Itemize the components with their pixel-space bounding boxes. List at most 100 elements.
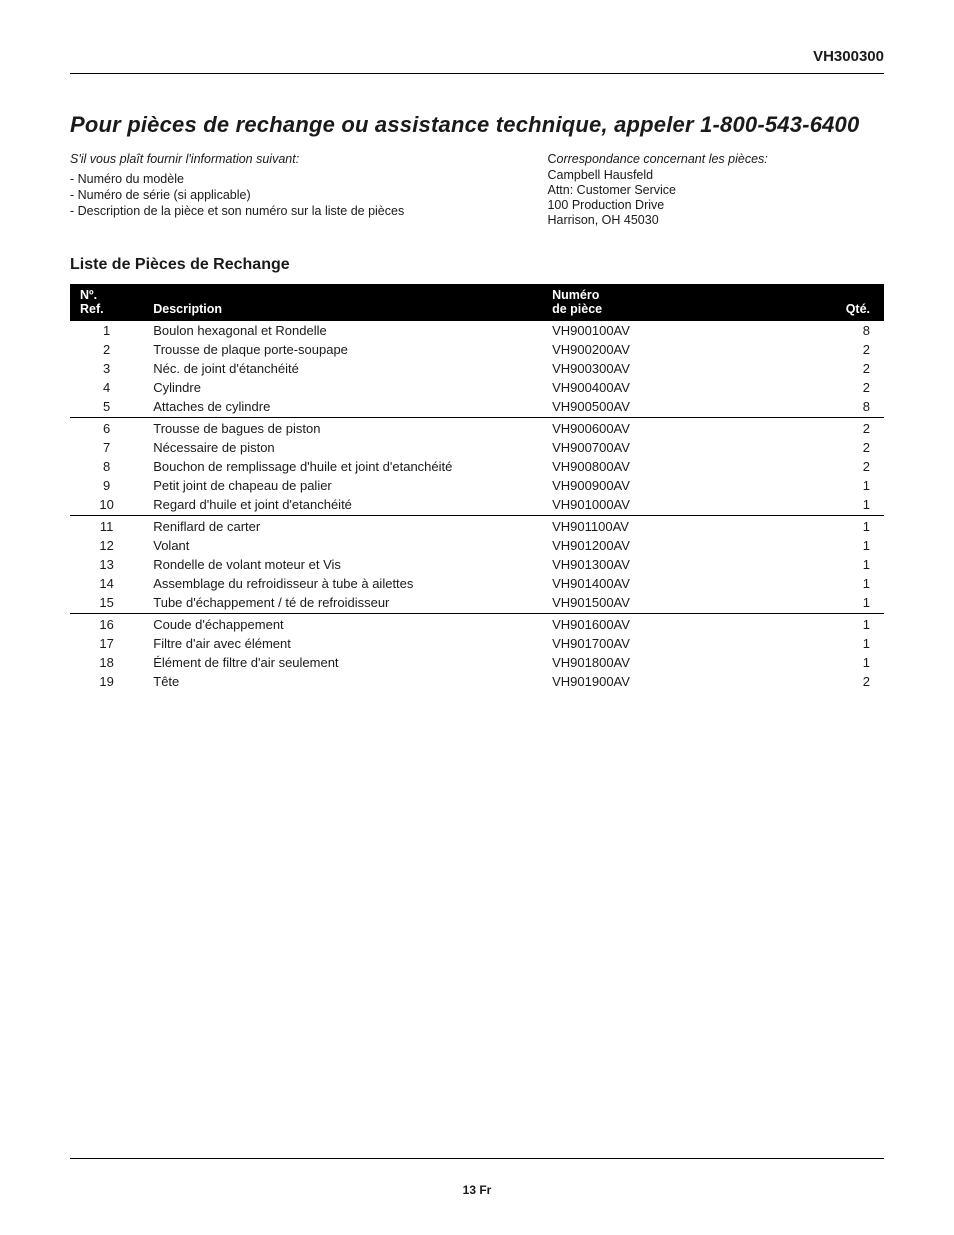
cell-description: Reniflard de carter [143,515,542,536]
col-description: Description [143,284,542,321]
cell-ref: 5 [70,397,143,418]
info-line: - Description de la pièce et son numéro … [70,204,507,218]
cell-qty: 1 [770,653,884,672]
cell-qty: 1 [770,515,884,536]
cell-part-number: VH901300AV [542,555,770,574]
table-row: 14Assemblage du refroidisseur à tube à a… [70,574,884,593]
cell-description: Cylindre [143,378,542,397]
cell-ref: 12 [70,536,143,555]
col-num-l2: de pièce [552,302,602,316]
cell-ref: 9 [70,476,143,495]
cell-qty: 2 [770,378,884,397]
cell-part-number: VH901200AV [542,536,770,555]
cell-description: Trousse de bagues de piston [143,417,542,438]
cell-part-number: VH900300AV [542,359,770,378]
address-line: Harrison, OH 45030 [547,213,884,227]
cell-part-number: VH900500AV [542,397,770,418]
cell-description: Regard d'huile et joint d'etanchéité [143,495,542,516]
cell-ref: 10 [70,495,143,516]
cell-ref: 19 [70,672,143,691]
cell-ref: 2 [70,340,143,359]
col-part-number: Numéro de pièce [542,284,770,321]
correspondence-block: Correspondance concernant les pièces: Ca… [547,152,884,228]
info-line: - Numéro du modèle [70,172,507,186]
col-ref-l2: Ref. [80,302,104,316]
cell-part-number: VH900800AV [542,457,770,476]
cell-description: Assemblage du refroidisseur à tube à ail… [143,574,542,593]
table-row: 7Nécessaire de pistonVH900700AV2 [70,438,884,457]
table-row: 4CylindreVH900400AV2 [70,378,884,397]
cell-qty: 2 [770,340,884,359]
table-row: 10Regard d'huile et joint d'etanchéitéVH… [70,495,884,516]
cell-description: Nécessaire de piston [143,438,542,457]
col-ref: Nº. Ref. [70,284,143,321]
cell-part-number: VH900700AV [542,438,770,457]
info-intro: S'il vous plaît fournir l'information su… [70,152,507,166]
table-row: 2Trousse de plaque porte-soupapeVH900200… [70,340,884,359]
correspondence-title: Correspondance concernant les pièces: [547,152,884,166]
correspondence-title-rest: orrespondance concernant les pièces: [557,152,768,166]
table-row: 11Reniflard de carterVH901100AV1 [70,515,884,536]
cell-ref: 13 [70,555,143,574]
cell-qty: 1 [770,593,884,614]
cell-qty: 1 [770,634,884,653]
table-row: 19TêteVH901900AV2 [70,672,884,691]
page: VH300300 Pour pièces de rechange ou assi… [0,0,954,1235]
table-row: 17Filtre d'air avec élémentVH901700AV1 [70,634,884,653]
cell-ref: 4 [70,378,143,397]
cell-description: Élément de filtre d'air seulement [143,653,542,672]
cell-description: Volant [143,536,542,555]
cell-ref: 11 [70,515,143,536]
cell-part-number: VH900100AV [542,321,770,340]
cell-description: Coude d'échappement [143,613,542,634]
cell-qty: 2 [770,417,884,438]
cell-description: Filtre d'air avec élément [143,634,542,653]
page-title: Pour pièces de rechange ou assistance te… [70,112,884,138]
cell-part-number: VH901600AV [542,613,770,634]
table-row: 1Boulon hexagonal et RondelleVH900100AV8 [70,321,884,340]
doc-model-header: VH300300 [70,48,884,74]
cell-description: Néc. de joint d'étanchéité [143,359,542,378]
cell-part-number: VH900200AV [542,340,770,359]
cell-description: Tube d'échappement / té de refroidisseur [143,593,542,614]
cell-ref: 7 [70,438,143,457]
cell-part-number: VH901500AV [542,593,770,614]
table-row: 9Petit joint de chapeau de palierVH90090… [70,476,884,495]
cell-qty: 1 [770,555,884,574]
col-qty: Qté. [770,284,884,321]
cell-part-number: VH901100AV [542,515,770,536]
cell-part-number: VH900900AV [542,476,770,495]
col-ref-l1: Nº. [80,288,97,302]
correspondence-title-prefix: C [547,152,556,166]
table-row: 12VolantVH901200AV1 [70,536,884,555]
cell-description: Bouchon de remplissage d'huile et joint … [143,457,542,476]
cell-qty: 2 [770,457,884,476]
cell-part-number: VH901900AV [542,672,770,691]
parts-table-body: 1Boulon hexagonal et RondelleVH900100AV8… [70,321,884,691]
table-header-row: Nº. Ref. Description Numéro de pièce Qté… [70,284,884,321]
cell-qty: 1 [770,574,884,593]
cell-part-number: VH900600AV [542,417,770,438]
cell-qty: 2 [770,438,884,457]
cell-ref: 18 [70,653,143,672]
cell-part-number: VH901000AV [542,495,770,516]
table-row: 15Tube d'échappement / té de refroidisse… [70,593,884,614]
cell-qty: 1 [770,613,884,634]
cell-qty: 1 [770,476,884,495]
table-row: 3Néc. de joint d'étanchéitéVH900300AV2 [70,359,884,378]
cell-qty: 1 [770,536,884,555]
parts-list-title: Liste de Pièces de Rechange [70,256,884,274]
table-row: 6Trousse de bagues de pistonVH900600AV2 [70,417,884,438]
cell-description: Trousse de plaque porte-soupape [143,340,542,359]
cell-description: Boulon hexagonal et Rondelle [143,321,542,340]
cell-part-number: VH900400AV [542,378,770,397]
table-row: 16Coude d'échappementVH901600AV1 [70,613,884,634]
parts-table: Nº. Ref. Description Numéro de pièce Qté… [70,284,884,691]
cell-ref: 17 [70,634,143,653]
cell-ref: 3 [70,359,143,378]
cell-ref: 15 [70,593,143,614]
cell-ref: 14 [70,574,143,593]
cell-ref: 1 [70,321,143,340]
cell-description: Rondelle de volant moteur et Vis [143,555,542,574]
address-line: Campbell Hausfeld [547,168,884,182]
